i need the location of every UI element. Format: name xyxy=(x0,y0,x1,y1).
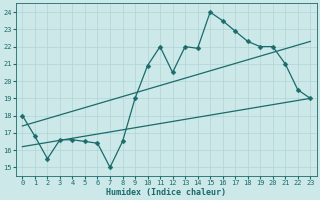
X-axis label: Humidex (Indice chaleur): Humidex (Indice chaleur) xyxy=(106,188,226,197)
